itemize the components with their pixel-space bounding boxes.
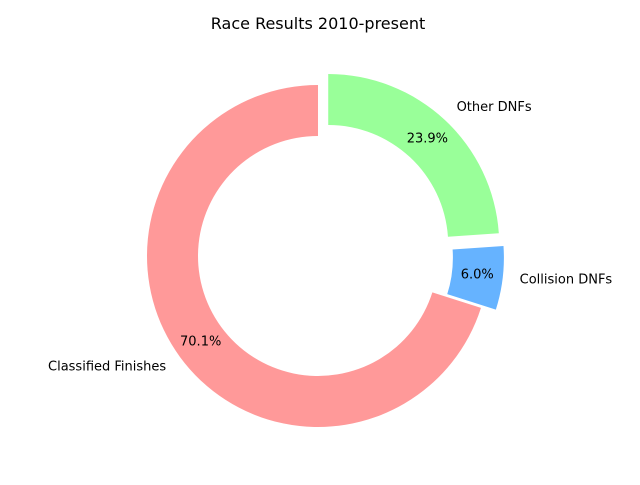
slice-percent-label: 23.9% xyxy=(407,131,448,146)
slice-label: Other DNFs xyxy=(457,100,532,115)
chart-title: Race Results 2010-present xyxy=(211,14,425,33)
slice-percent-label: 6.0% xyxy=(461,268,494,283)
pie-slice-other-dnfs xyxy=(328,74,499,237)
slice-label: Collision DNFs xyxy=(520,273,613,288)
slice-label: Classified Finishes xyxy=(48,360,166,375)
pie-slice-collision-dnfs xyxy=(447,245,504,310)
pie-slice-classified-finishes xyxy=(147,85,481,427)
slice-percent-label: 70.1% xyxy=(180,334,221,349)
slices-group xyxy=(147,74,504,427)
labels-group: Classified Finishes 70.1% Collision DNFs 6.… xyxy=(48,100,612,375)
